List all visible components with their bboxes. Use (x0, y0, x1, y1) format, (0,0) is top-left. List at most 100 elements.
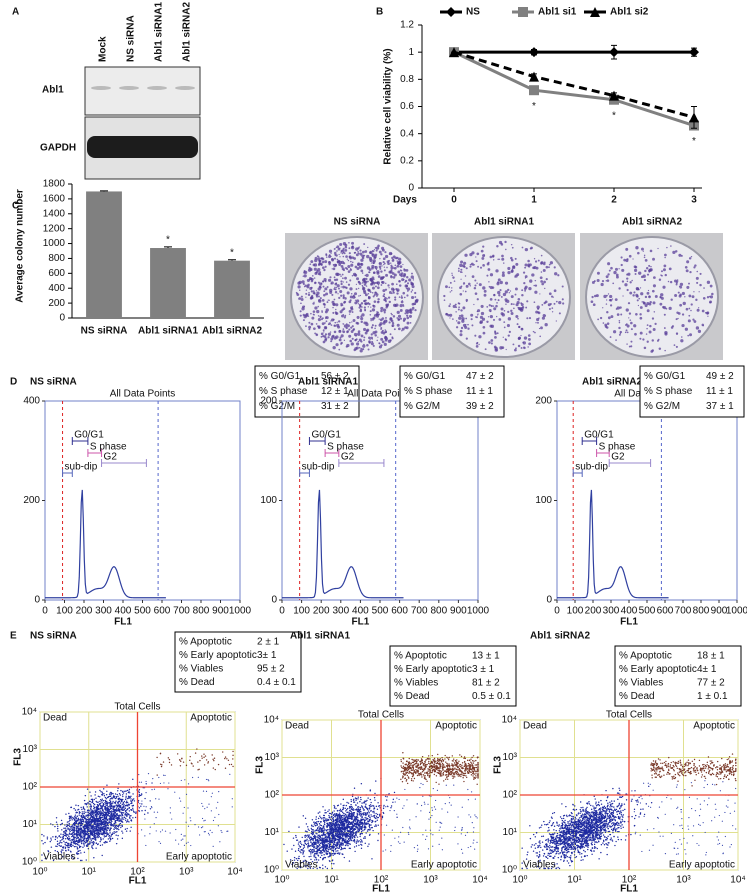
colony-texture (506, 323, 511, 328)
colony-texture (540, 271, 543, 273)
colony-texture (316, 270, 319, 273)
event-texture (126, 801, 129, 804)
colony-texture (528, 317, 532, 320)
colony-texture (333, 298, 336, 301)
colony-texture (638, 271, 642, 275)
event-texture (149, 826, 151, 828)
colony-texture (361, 313, 365, 317)
colony-texture (666, 246, 668, 249)
colony-texture (384, 319, 388, 323)
event-texture (64, 847, 67, 849)
panel-title: NS siRNA (30, 377, 77, 388)
colony-texture (616, 275, 619, 279)
event-texture (105, 822, 107, 824)
colony-texture (634, 272, 637, 275)
colony-texture (319, 315, 322, 318)
colony-texture (542, 262, 546, 266)
colony-texture (364, 293, 368, 297)
colony-texture (455, 326, 459, 329)
colony-texture (315, 323, 318, 325)
colony-texture (545, 278, 548, 281)
colony-texture (310, 277, 314, 281)
event-texture (132, 804, 135, 807)
event-texture (80, 824, 82, 827)
event-texture (367, 797, 369, 799)
event-texture (59, 841, 61, 844)
colony-texture (611, 298, 614, 300)
stats-label: % G0/G1 (644, 371, 686, 382)
colony-texture (388, 251, 393, 256)
event-texture (329, 855, 331, 858)
colony-texture (512, 343, 515, 346)
colony-texture (653, 276, 656, 279)
event-texture (322, 806, 324, 808)
colony-texture (362, 287, 365, 291)
stats-value: 39 ± 2 (466, 401, 494, 412)
colony-texture (496, 332, 499, 335)
event-texture (89, 817, 92, 819)
event-texture (80, 841, 83, 843)
colony-texture (624, 331, 627, 334)
stats-table (639, 365, 745, 418)
colony-texture (355, 288, 358, 290)
colony-texture (451, 272, 453, 274)
event-texture (200, 827, 203, 829)
event-texture (95, 806, 98, 808)
colony-texture (374, 253, 378, 257)
colony-texture (551, 311, 554, 313)
event-texture (121, 837, 124, 840)
colony-texture (380, 331, 384, 334)
event-texture (128, 810, 131, 812)
colony-texture (360, 269, 364, 273)
event-texture (155, 830, 157, 832)
colony-texture (445, 285, 448, 289)
event-texture (106, 800, 108, 803)
colony-texture (397, 314, 402, 318)
gate-bracket (581, 437, 598, 445)
event-texture (100, 837, 102, 839)
event-texture (359, 835, 361, 838)
colony-texture (329, 276, 332, 279)
event-texture (370, 824, 372, 826)
colony-texture (340, 280, 343, 283)
event-texture (56, 823, 58, 826)
event-texture (367, 810, 370, 812)
colony-texture (359, 308, 362, 311)
event-texture (91, 829, 93, 831)
event-texture (56, 843, 59, 846)
colony-texture (454, 303, 457, 306)
event-texture (222, 751, 224, 753)
colony-texture (652, 257, 655, 261)
colony-texture (367, 280, 369, 283)
y-tick-label: 1.2 (400, 20, 414, 31)
event-texture (182, 812, 184, 814)
colony-texture (463, 261, 467, 265)
event-texture (106, 810, 109, 812)
event-texture (122, 798, 124, 801)
event-texture (100, 810, 102, 812)
event-texture (83, 851, 86, 853)
gate-bracket (71, 437, 89, 445)
colony-texture (654, 294, 658, 298)
event-texture (57, 830, 59, 832)
marker (590, 7, 600, 17)
colony-texture (386, 266, 388, 269)
colony-texture (388, 321, 391, 324)
colony-texture (399, 303, 403, 308)
event-texture (114, 825, 117, 827)
event-texture (217, 763, 220, 766)
colony-texture (324, 260, 328, 264)
colony-texture (599, 316, 603, 320)
colony-texture (698, 307, 700, 309)
event-texture (107, 824, 109, 827)
event-texture (145, 792, 147, 794)
colony-texture (349, 279, 352, 282)
event-texture (49, 840, 51, 843)
gate-bracket (338, 459, 385, 467)
colony-texture (343, 301, 346, 304)
colony-texture (383, 342, 387, 346)
colony-texture (516, 273, 520, 277)
event-texture (52, 836, 54, 838)
event-texture (103, 834, 105, 836)
event-texture (340, 846, 343, 849)
